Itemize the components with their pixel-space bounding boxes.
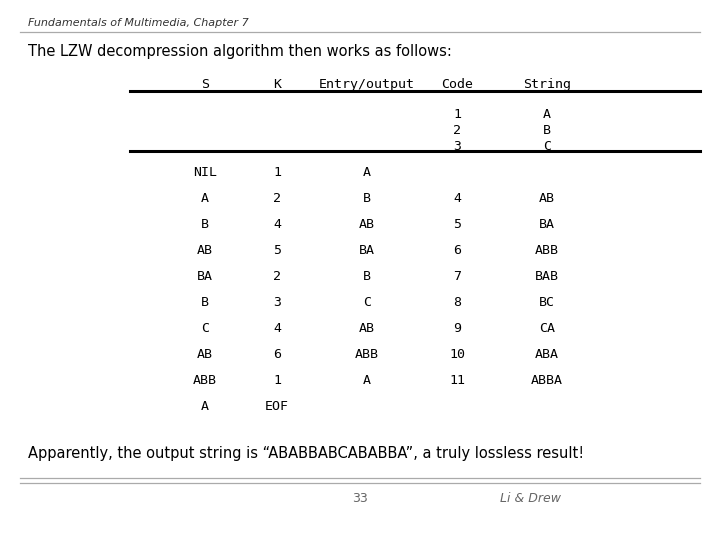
- Text: S: S: [201, 78, 210, 91]
- Text: 2: 2: [273, 192, 282, 205]
- Text: 5: 5: [273, 244, 282, 257]
- Text: BAB: BAB: [535, 270, 559, 283]
- Text: A: A: [201, 192, 210, 205]
- Text: AB: AB: [359, 218, 375, 231]
- Text: 1: 1: [273, 374, 282, 387]
- Text: K: K: [273, 78, 282, 91]
- Text: BA: BA: [359, 244, 375, 257]
- Text: 11: 11: [449, 374, 465, 387]
- Text: 2: 2: [453, 124, 462, 137]
- Text: 4: 4: [453, 192, 462, 205]
- Text: 6: 6: [453, 244, 462, 257]
- Text: String: String: [523, 78, 571, 91]
- Text: 2: 2: [273, 270, 282, 283]
- Text: 9: 9: [453, 322, 462, 335]
- Text: Code: Code: [441, 78, 473, 91]
- Text: 7: 7: [453, 270, 462, 283]
- Text: Fundamentals of Multimedia, Chapter 7: Fundamentals of Multimedia, Chapter 7: [28, 18, 248, 28]
- Text: 1: 1: [273, 166, 282, 179]
- Text: 3: 3: [453, 140, 462, 153]
- Text: 3: 3: [273, 296, 282, 309]
- Text: C: C: [201, 322, 210, 335]
- Text: Entry/output: Entry/output: [319, 78, 415, 91]
- Text: A: A: [543, 108, 552, 121]
- Text: 10: 10: [449, 348, 465, 361]
- Text: B: B: [543, 124, 552, 137]
- Text: AB: AB: [359, 322, 375, 335]
- Text: 1: 1: [453, 108, 462, 121]
- Text: 5: 5: [453, 218, 462, 231]
- Text: AB: AB: [197, 348, 213, 361]
- Text: AB: AB: [197, 244, 213, 257]
- Text: NIL: NIL: [193, 166, 217, 179]
- Text: 33: 33: [352, 492, 368, 505]
- Text: BC: BC: [539, 296, 555, 309]
- Text: A: A: [201, 400, 210, 413]
- Text: AB: AB: [539, 192, 555, 205]
- Text: The LZW decompression algorithm then works as follows:: The LZW decompression algorithm then wor…: [28, 44, 452, 59]
- Text: 8: 8: [453, 296, 462, 309]
- Text: 6: 6: [273, 348, 282, 361]
- Text: C: C: [363, 296, 372, 309]
- Text: Li & Drew: Li & Drew: [500, 492, 560, 505]
- Text: A: A: [363, 166, 372, 179]
- Text: B: B: [363, 270, 372, 283]
- Text: 4: 4: [273, 322, 282, 335]
- Text: B: B: [201, 296, 210, 309]
- Text: ABB: ABB: [355, 348, 379, 361]
- Text: BA: BA: [197, 270, 213, 283]
- Text: Apparently, the output string is “ABABBABCABABBA”, a truly lossless result!: Apparently, the output string is “ABABBA…: [28, 446, 584, 461]
- Text: B: B: [363, 192, 372, 205]
- Text: BA: BA: [539, 218, 555, 231]
- Text: CA: CA: [539, 322, 555, 335]
- Text: A: A: [363, 374, 372, 387]
- Text: ABB: ABB: [193, 374, 217, 387]
- Text: B: B: [201, 218, 210, 231]
- Text: ABA: ABA: [535, 348, 559, 361]
- Text: ABB: ABB: [535, 244, 559, 257]
- Text: EOF: EOF: [265, 400, 289, 413]
- Text: 4: 4: [273, 218, 282, 231]
- Text: C: C: [543, 140, 552, 153]
- Text: ABBA: ABBA: [531, 374, 563, 387]
